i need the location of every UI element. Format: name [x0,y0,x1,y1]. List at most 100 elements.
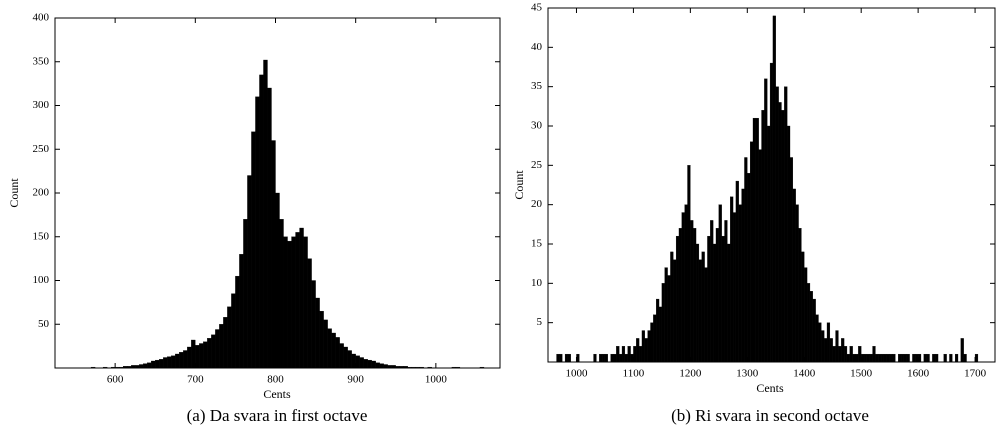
bar [912,353,916,363]
bar [809,291,813,363]
bar [935,353,939,363]
bar [351,353,356,369]
bar [883,353,887,363]
bar [567,353,571,363]
bar [375,362,380,369]
bar [191,339,196,369]
bar [593,353,597,363]
bar [658,306,663,363]
x-tick-label: 1000 [565,368,588,380]
bar [624,353,628,363]
bar [636,338,640,363]
y-axis-label: Count [7,178,21,208]
bar [815,314,819,363]
bar [171,355,176,369]
bar [769,62,774,363]
bar [291,236,296,369]
bar [315,297,320,369]
bar [295,232,300,369]
bar [621,346,626,363]
bar [812,298,816,363]
y-tick-label: 20 [531,198,543,210]
bar [855,353,859,363]
bar [778,102,782,363]
bar [718,204,722,363]
bar [732,212,737,363]
bar [343,346,348,369]
y-tick-label: 200 [33,187,50,199]
y-tick-label: 50 [38,318,50,330]
bar [744,157,748,363]
bar [841,338,845,363]
bar [219,324,224,369]
bar [564,353,569,363]
bar [601,353,606,363]
bar [231,293,236,369]
bar [727,243,731,363]
y-tick-label: 5 [537,316,543,328]
bar [775,86,779,363]
y-tick-label: 25 [531,159,543,171]
bar [963,353,967,363]
y-tick-label: 10 [531,277,543,289]
bar [715,228,719,363]
y-axis-label: Count [512,170,526,200]
bar [730,196,734,363]
bar [279,219,284,369]
bar [710,220,714,363]
bar [239,254,244,369]
bar [755,117,759,363]
bar [889,353,893,363]
bar [932,353,936,363]
bar [695,243,700,363]
bar [943,353,947,363]
bar [801,251,805,363]
bar [641,330,645,363]
y-tick-label: 45 [531,2,543,14]
bar [179,352,184,369]
bar [866,353,870,363]
bar [880,353,885,363]
bar [900,353,905,363]
bar [789,157,794,363]
y-tick-label: 400 [33,12,50,24]
bar [673,259,677,363]
caption: (b) Ri svara in second octave [671,406,869,425]
bar [155,359,160,369]
x-tick-label: 1500 [850,368,873,380]
bar [638,346,643,363]
bar [303,236,308,369]
bar [784,86,788,363]
bar [678,228,682,363]
bar [271,140,276,369]
bar [758,149,762,363]
bar [795,204,799,363]
bar [704,267,708,363]
bar [147,362,152,369]
bar [849,346,853,363]
bar [701,251,705,363]
bar [872,346,876,363]
bar [367,359,372,369]
bar [656,298,660,363]
y-tick-label: 250 [33,143,50,155]
bar [371,360,376,369]
bar [735,180,739,363]
bar [143,363,148,369]
bar [323,319,328,369]
bar [619,353,623,363]
bar [627,346,631,363]
bar [869,353,873,363]
bar [599,353,603,363]
bar [644,338,648,363]
bar [767,125,771,363]
bar [383,364,388,369]
bar [616,346,620,363]
x-tick-label: 700 [187,374,204,386]
bar [227,306,232,369]
x-tick-label: 1000 [425,374,448,386]
bar [721,235,725,363]
bar [886,353,890,363]
bar [363,359,368,369]
